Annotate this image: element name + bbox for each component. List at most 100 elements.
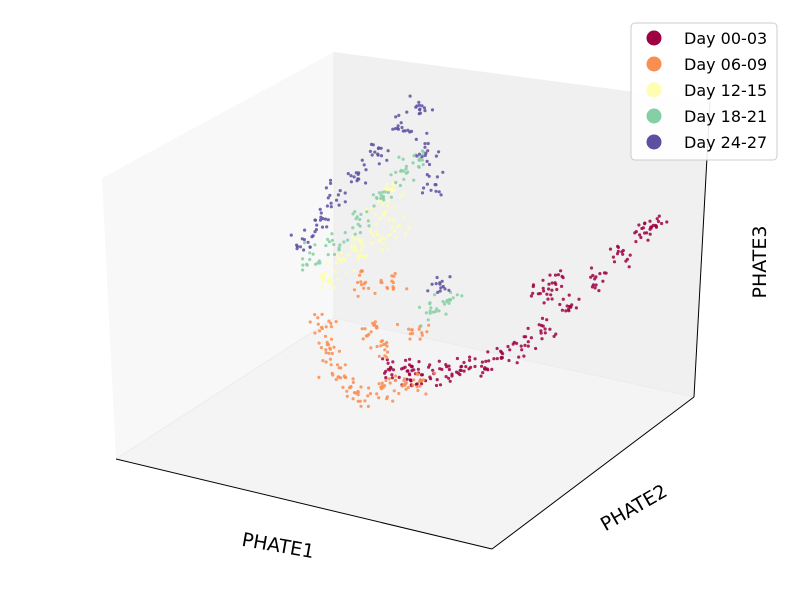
data-point <box>308 320 312 324</box>
data-point <box>385 209 389 213</box>
legend: Day 00-03 Day 06-09 Day 12-15 Day 18-21 Day … <box>630 22 778 161</box>
data-point <box>420 104 424 108</box>
data-point <box>430 282 434 286</box>
data-point <box>371 193 375 197</box>
data-point <box>358 224 362 228</box>
data-point <box>451 296 455 300</box>
data-point <box>325 340 329 344</box>
data-point <box>405 369 409 373</box>
data-point <box>337 203 341 207</box>
legend-marker <box>646 56 662 72</box>
legend-marker <box>646 30 662 46</box>
data-point <box>564 309 568 313</box>
data-point <box>367 386 371 390</box>
data-point <box>385 182 389 186</box>
data-point <box>308 245 312 249</box>
data-point <box>407 372 411 376</box>
data-point <box>390 373 394 377</box>
data-point <box>347 253 351 257</box>
data-point <box>386 188 390 192</box>
data-point <box>386 199 390 203</box>
data-point <box>593 277 597 281</box>
data-point <box>383 348 387 352</box>
data-point <box>536 292 541 296</box>
data-point <box>455 356 459 361</box>
data-point <box>314 228 318 232</box>
data-point <box>324 325 328 329</box>
data-point <box>382 210 386 214</box>
data-point <box>437 359 441 363</box>
data-point <box>391 399 395 403</box>
data-point <box>645 231 649 235</box>
data-point <box>426 318 430 322</box>
data-point <box>415 382 419 386</box>
data-point <box>381 357 385 361</box>
data-point <box>417 360 421 364</box>
data-point <box>424 311 428 315</box>
data-point <box>423 153 427 158</box>
data-point <box>550 297 554 301</box>
data-point <box>541 278 545 282</box>
data-point <box>385 395 389 399</box>
data-point <box>377 382 381 386</box>
data-point <box>377 146 381 150</box>
data-point <box>384 376 388 380</box>
data-point <box>349 174 353 178</box>
data-point <box>379 146 383 150</box>
data-point <box>386 190 390 195</box>
data-point <box>561 276 565 280</box>
data-point <box>404 171 408 175</box>
data-point <box>326 218 330 222</box>
floor-pane <box>116 318 694 549</box>
data-point <box>634 240 638 244</box>
data-point <box>433 183 437 187</box>
data-point <box>410 328 414 332</box>
series-5 <box>289 94 452 294</box>
data-point <box>397 391 401 396</box>
data-point <box>425 173 429 177</box>
data-point <box>404 381 408 385</box>
data-point <box>356 177 360 181</box>
data-point <box>545 292 549 296</box>
data-point <box>362 255 366 259</box>
data-point <box>343 200 347 204</box>
data-point <box>425 159 429 163</box>
data-point <box>320 285 324 290</box>
data-point <box>411 383 415 387</box>
data-point <box>319 346 323 350</box>
data-point <box>339 259 343 263</box>
data-point <box>406 385 410 389</box>
data-point <box>447 288 451 292</box>
data-point <box>343 375 347 379</box>
legend-label: Day 06-09 <box>684 55 767 74</box>
data-point <box>366 394 370 398</box>
data-point <box>487 359 491 363</box>
data-point <box>427 323 431 327</box>
data-point <box>352 238 356 242</box>
data-point <box>367 224 371 228</box>
data-point <box>325 225 329 229</box>
data-point <box>301 263 305 267</box>
data-point <box>403 383 407 387</box>
data-point <box>332 252 337 257</box>
data-point <box>508 348 512 352</box>
data-point <box>437 190 441 194</box>
data-point <box>402 192 406 196</box>
data-point <box>437 309 441 313</box>
data-point <box>414 105 418 109</box>
data-point <box>380 387 384 391</box>
data-point <box>414 137 418 141</box>
data-point <box>379 278 383 282</box>
data-point <box>655 217 659 221</box>
data-point <box>500 356 504 360</box>
data-point <box>412 178 416 182</box>
data-point <box>415 385 419 389</box>
data-point <box>660 221 664 226</box>
data-point <box>415 372 419 376</box>
data-point <box>326 196 330 200</box>
data-point <box>339 251 343 255</box>
data-point <box>403 129 407 133</box>
data-point <box>602 271 607 275</box>
data-point <box>326 280 331 284</box>
data-point <box>351 226 355 230</box>
